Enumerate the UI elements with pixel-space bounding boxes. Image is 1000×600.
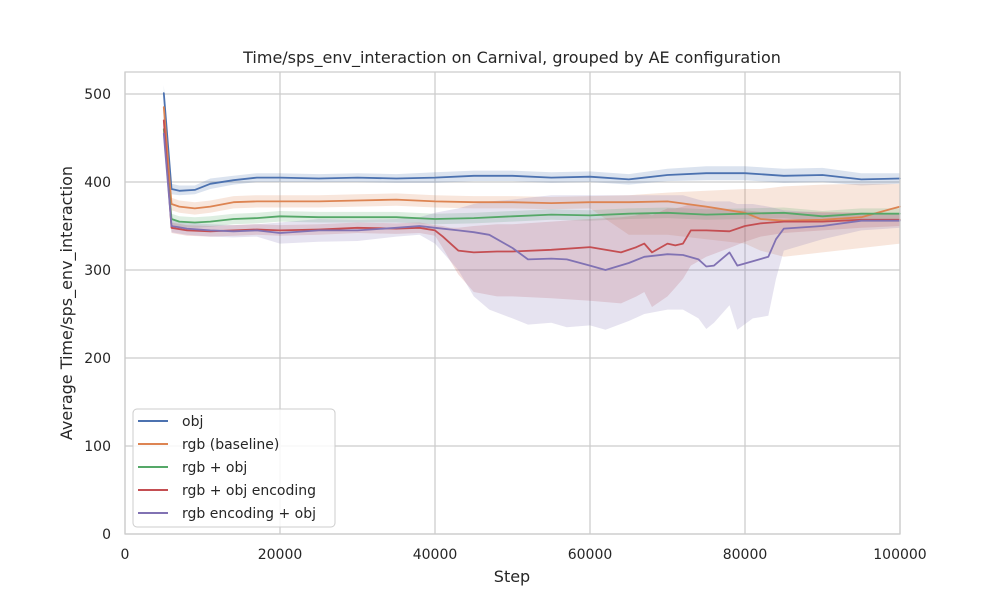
x-tick-label: 80000	[723, 547, 768, 563]
x-tick-label: 100000	[873, 547, 926, 563]
x-tick-label: 60000	[568, 547, 613, 563]
legend-label-rgb-obj: rgb + obj	[182, 460, 247, 476]
legend-label-rgb-obj-encoding: rgb + obj encoding	[182, 483, 316, 499]
x-tick-label: 20000	[258, 547, 303, 563]
legend-label-rgb-encoding-obj: rgb encoding + obj	[182, 506, 316, 522]
legend-box	[132, 408, 336, 528]
x-axis-label: Step	[494, 567, 530, 586]
band-obj	[163, 85, 901, 196]
band-rgb-encoding-obj	[163, 120, 901, 330]
legend-label-rgb-baseline: rgb (baseline)	[182, 437, 279, 453]
y-tick-label: 200	[84, 351, 111, 367]
series-line-rgb-encoding-obj	[162, 132, 901, 271]
y-axis-label: Average Time/sps_env_interaction	[57, 166, 77, 440]
series-line-rgb-baseline	[162, 106, 901, 222]
chart-title: Time/sps_env_interaction on Carnival, gr…	[242, 48, 781, 68]
legend: obj rgb (baseline) rgb + obj rgb + obj enco…	[132, 408, 336, 528]
x-tick-label: 0	[121, 547, 130, 563]
y-tick-label: 500	[84, 87, 111, 103]
series-line-rgb-obj	[162, 128, 901, 224]
plot-frame	[124, 71, 901, 535]
y-tick-label: 300	[84, 263, 111, 279]
legend-label-obj: obj	[182, 414, 203, 430]
series-lines	[162, 92, 901, 271]
y-tick-labels: 0 100 200 300 400 500	[84, 87, 111, 543]
x-tick-labels: 0 20000 40000 60000 80000 100000	[121, 547, 927, 563]
band-rgb-obj-encoding	[163, 107, 901, 307]
y-tick-label: 0	[102, 527, 111, 543]
band-rgb-baseline	[163, 94, 901, 257]
series-line-obj	[162, 92, 901, 192]
x-tick-label: 40000	[413, 547, 458, 563]
y-tick-label: 400	[84, 175, 111, 191]
series-line-rgb-obj-encoding	[162, 119, 901, 254]
y-tick-label: 100	[84, 439, 111, 455]
